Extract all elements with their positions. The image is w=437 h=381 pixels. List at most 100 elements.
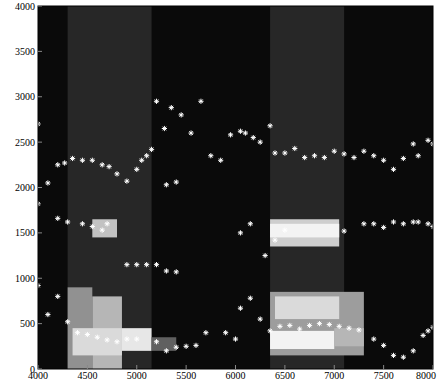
- point: [55, 162, 60, 167]
- point: [65, 219, 70, 224]
- point: [302, 155, 307, 160]
- x-tick: [87, 365, 88, 369]
- point: [164, 348, 169, 353]
- y-tick: [38, 278, 42, 279]
- x-tick-label: 7000: [324, 370, 344, 381]
- point: [105, 221, 110, 226]
- point: [361, 221, 366, 226]
- point: [248, 221, 253, 226]
- point: [105, 337, 110, 342]
- y-tick-label: 3000: [15, 91, 35, 102]
- point: [371, 221, 376, 226]
- point: [75, 330, 80, 335]
- point: [144, 262, 149, 267]
- point: [90, 224, 95, 229]
- point: [85, 332, 90, 337]
- point: [351, 155, 356, 160]
- point: [391, 219, 396, 224]
- point: [342, 151, 347, 156]
- point: [164, 182, 169, 187]
- point: [312, 153, 317, 158]
- y-tick: [38, 6, 42, 7]
- point: [208, 153, 213, 158]
- x-tick-label: 6500: [275, 370, 295, 381]
- x-tick: [136, 365, 137, 369]
- heat-cell: [270, 292, 364, 356]
- y-tick-label: 2500: [15, 137, 35, 148]
- point: [381, 158, 386, 163]
- point: [238, 306, 243, 311]
- point: [381, 343, 386, 348]
- point: [425, 328, 430, 333]
- point: [134, 336, 139, 341]
- point: [188, 130, 193, 135]
- point: [411, 348, 416, 353]
- point: [425, 138, 430, 143]
- x-tick: [433, 365, 434, 369]
- heat-cell: [73, 328, 122, 355]
- point: [238, 230, 243, 235]
- point: [114, 171, 119, 176]
- point: [277, 324, 282, 329]
- x-tick-label: 8000: [416, 370, 436, 381]
- point: [124, 179, 129, 184]
- point: [139, 158, 144, 163]
- point: [416, 219, 421, 224]
- x-tick-label: 6000: [226, 370, 246, 381]
- point: [411, 141, 416, 146]
- x-tick: [284, 365, 285, 369]
- plot-frame: [38, 6, 433, 369]
- point: [282, 228, 287, 233]
- point: [228, 132, 233, 137]
- point: [258, 140, 263, 145]
- point: [154, 262, 159, 267]
- point: [62, 160, 67, 165]
- heat-cell: [270, 224, 339, 238]
- y-tick: [38, 142, 42, 143]
- point: [337, 324, 342, 329]
- point: [401, 355, 406, 360]
- point: [267, 328, 272, 333]
- point: [307, 323, 312, 328]
- point: [356, 327, 361, 332]
- point: [267, 123, 272, 128]
- point: [322, 155, 327, 160]
- y-tick: [38, 51, 42, 52]
- point: [258, 316, 263, 321]
- plot-area: [38, 6, 433, 369]
- x-tick: [383, 365, 384, 369]
- y-tick-label: 1000: [15, 273, 35, 284]
- point: [154, 339, 159, 344]
- point: [218, 158, 223, 163]
- point: [80, 221, 85, 226]
- point: [100, 228, 105, 233]
- plot-background: [38, 6, 433, 369]
- point: [263, 253, 268, 258]
- x-tick-label: 5000: [127, 370, 147, 381]
- point: [416, 153, 421, 158]
- point: [251, 135, 256, 140]
- point: [179, 112, 184, 117]
- point: [162, 126, 167, 131]
- point: [297, 326, 302, 331]
- point: [332, 149, 337, 154]
- point: [292, 146, 297, 151]
- y-tick-label: 4000: [15, 1, 35, 12]
- point: [223, 330, 228, 335]
- point: [243, 130, 248, 135]
- point: [346, 326, 351, 331]
- point: [401, 221, 406, 226]
- point: [124, 336, 129, 341]
- heat-cell: [152, 337, 177, 351]
- point: [45, 312, 50, 317]
- y-tick-label: 500: [20, 318, 35, 329]
- point: [272, 238, 277, 243]
- point: [401, 156, 406, 161]
- point: [134, 167, 139, 172]
- point: [425, 221, 430, 226]
- heat-cell: [334, 328, 364, 346]
- point: [65, 319, 70, 324]
- chart-container: 4000450050005500600065007000750080000500…: [0, 0, 437, 381]
- point: [149, 147, 154, 152]
- point: [164, 268, 169, 273]
